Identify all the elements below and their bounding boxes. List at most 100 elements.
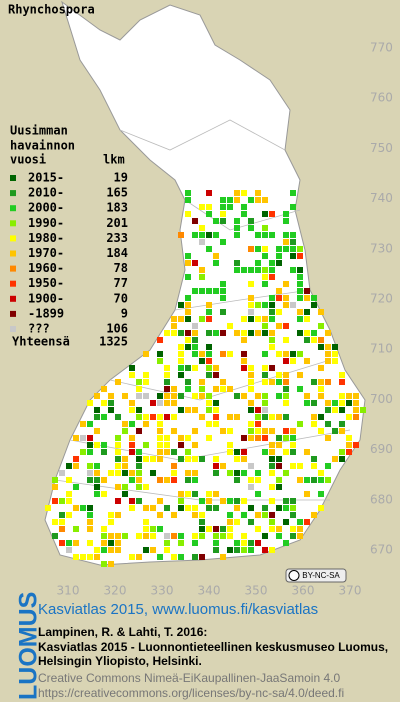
occurrence-square xyxy=(283,246,289,252)
occurrence-square xyxy=(115,484,121,490)
occurrence-square xyxy=(213,386,219,392)
license: Creative Commons Nimeä-EiKaupallinen-Jaa… xyxy=(38,671,340,685)
occurrence-square xyxy=(283,435,289,441)
occurrence-square xyxy=(213,547,219,553)
occurrence-square xyxy=(192,512,198,518)
occurrence-square xyxy=(171,386,177,392)
occurrence-square xyxy=(220,281,226,287)
occurrence-square xyxy=(290,204,296,210)
occurrence-square xyxy=(185,505,191,511)
occurrence-square xyxy=(157,393,163,399)
occurrence-square xyxy=(199,239,205,245)
occurrence-square xyxy=(206,211,212,217)
occurrence-square xyxy=(234,393,240,399)
occurrence-square xyxy=(283,386,289,392)
occurrence-square xyxy=(304,449,310,455)
occurrence-square xyxy=(276,463,282,469)
occurrence-square xyxy=(346,435,352,441)
occurrence-square xyxy=(297,267,303,273)
occurrence-square xyxy=(318,365,324,371)
occurrence-square xyxy=(143,414,149,420)
occurrence-square xyxy=(269,337,275,343)
occurrence-square xyxy=(108,533,114,539)
occurrence-square xyxy=(227,414,233,420)
license-url[interactable]: https://creativecommons.org/licenses/by-… xyxy=(38,686,344,700)
occurrence-square xyxy=(290,302,296,308)
occurrence-square xyxy=(178,456,184,462)
occurrence-square xyxy=(241,365,247,371)
occurrence-square xyxy=(276,393,282,399)
cc-badge xyxy=(285,568,347,583)
occurrence-square xyxy=(143,442,149,448)
occurrence-square xyxy=(178,232,184,238)
occurrence-square xyxy=(164,533,170,539)
legend-swatch xyxy=(10,265,16,272)
occurrence-square xyxy=(325,330,331,336)
northing-label: 750 xyxy=(370,141,393,155)
occurrence-square xyxy=(220,379,226,385)
occurrence-square xyxy=(213,533,219,539)
occurrence-square xyxy=(136,428,142,434)
species-title: Rhynchospora xyxy=(8,3,95,17)
occurrence-square xyxy=(164,442,170,448)
occurrence-square xyxy=(241,470,247,476)
occurrence-square xyxy=(234,190,240,196)
occurrence-square xyxy=(241,393,247,399)
occurrence-square xyxy=(318,393,324,399)
occurrence-square xyxy=(290,505,296,511)
occurrence-square xyxy=(220,526,226,532)
occurrence-square xyxy=(248,246,254,252)
occurrence-square xyxy=(269,274,275,280)
occurrence-square xyxy=(94,428,100,434)
occurrence-square xyxy=(171,393,177,399)
occurrence-square xyxy=(283,505,289,511)
occurrence-square xyxy=(164,386,170,392)
occurrence-square xyxy=(255,246,261,252)
occurrence-square xyxy=(206,246,212,252)
occurrence-square xyxy=(248,505,254,511)
occurrence-square xyxy=(255,421,261,427)
occurrence-square xyxy=(73,540,79,546)
atlas-link[interactable]: Kasviatlas 2015, www.luomus.fi/kasviatla… xyxy=(38,601,318,618)
occurrence-square xyxy=(157,435,163,441)
occurrence-square xyxy=(262,400,268,406)
occurrence-square xyxy=(192,323,198,329)
legend-label: 1990- xyxy=(28,216,64,230)
occurrence-square xyxy=(178,554,184,560)
occurrence-square xyxy=(248,519,254,525)
legend-label: ??? xyxy=(28,322,50,336)
occurrence-square xyxy=(262,407,268,413)
occurrence-square xyxy=(262,330,268,336)
occurrence-square xyxy=(255,302,261,308)
occurrence-square xyxy=(129,365,135,371)
occurrence-square xyxy=(332,358,338,364)
occurrence-square xyxy=(297,316,303,322)
occurrence-square xyxy=(199,267,205,273)
occurrence-square xyxy=(87,554,93,560)
occurrence-square xyxy=(311,463,317,469)
occurrence-square xyxy=(171,330,177,336)
occurrence-square xyxy=(227,547,233,553)
occurrence-square xyxy=(150,470,156,476)
occurrence-square xyxy=(206,190,212,196)
occurrence-square xyxy=(346,400,352,406)
occurrence-square xyxy=(199,288,205,294)
occurrence-square xyxy=(115,512,121,518)
occurrence-square xyxy=(290,253,296,259)
occurrence-square xyxy=(311,330,317,336)
occurrence-square xyxy=(206,344,212,350)
legend-count: 77 xyxy=(114,276,128,290)
occurrence-square xyxy=(101,561,107,567)
occurrence-square xyxy=(297,330,303,336)
occurrence-square xyxy=(213,365,219,371)
occurrence-square xyxy=(129,421,135,427)
occurrence-square xyxy=(276,246,282,252)
occurrence-square xyxy=(227,351,233,357)
occurrence-square xyxy=(73,456,79,462)
occurrence-square xyxy=(59,512,65,518)
occurrence-square xyxy=(143,533,149,539)
occurrence-square xyxy=(185,309,191,315)
occurrence-square xyxy=(262,435,268,441)
occurrence-square xyxy=(171,533,177,539)
occurrence-square xyxy=(227,470,233,476)
